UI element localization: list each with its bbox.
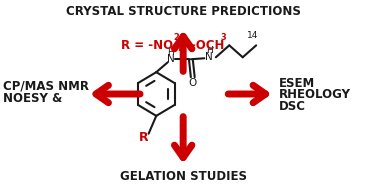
- Text: NOESY &: NOESY &: [3, 92, 62, 105]
- Text: 2: 2: [173, 33, 179, 42]
- Text: DSC: DSC: [279, 100, 306, 113]
- Text: ESEM: ESEM: [279, 77, 315, 90]
- Text: O: O: [188, 78, 197, 88]
- Text: CP/MAS NMR: CP/MAS NMR: [3, 80, 89, 93]
- Text: CRYSTAL STRUCTURE PREDICTIONS: CRYSTAL STRUCTURE PREDICTIONS: [66, 5, 300, 18]
- Text: H: H: [206, 46, 213, 55]
- Text: ,  -OCH: , -OCH: [178, 39, 225, 52]
- Text: N: N: [205, 52, 213, 62]
- Text: 3: 3: [221, 33, 227, 42]
- Text: R: R: [139, 131, 149, 144]
- Text: H: H: [167, 48, 174, 57]
- Text: 14: 14: [247, 31, 258, 40]
- Text: RHEOLOGY: RHEOLOGY: [279, 88, 351, 101]
- Text: GELATION STUDIES: GELATION STUDIES: [120, 170, 247, 184]
- Text: N: N: [167, 54, 175, 64]
- Text: R = -NO: R = -NO: [122, 39, 173, 52]
